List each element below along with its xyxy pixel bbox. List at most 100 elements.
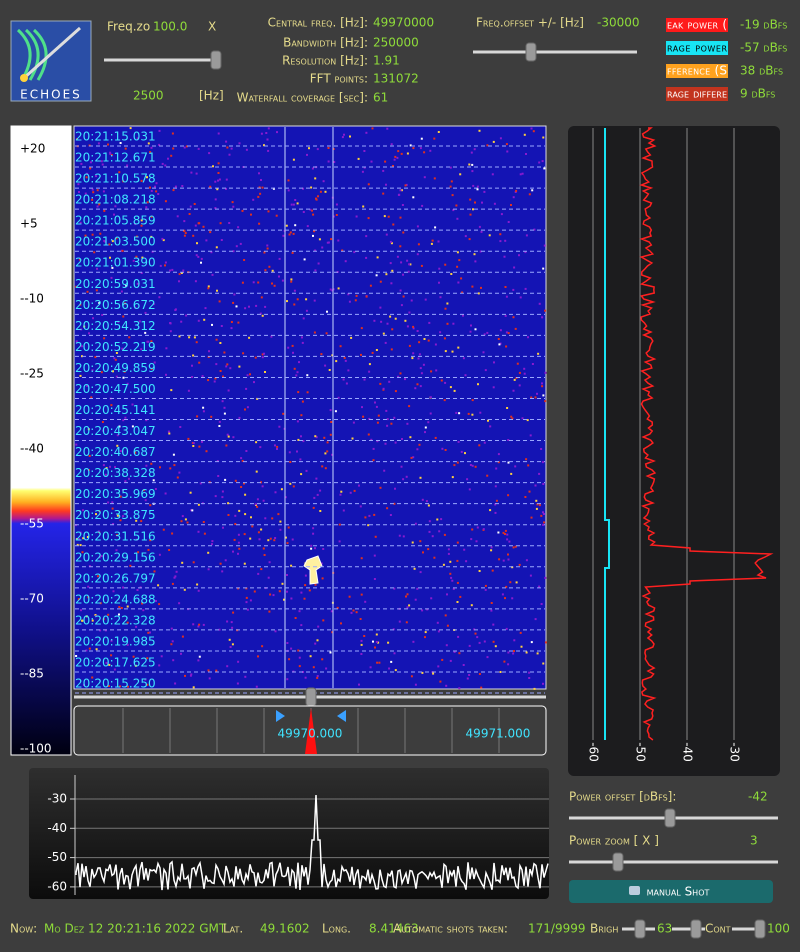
contrast-slider-thumb[interactable] bbox=[690, 919, 702, 939]
freq-zoom-slider-thumb[interactable] bbox=[210, 50, 222, 70]
waterfall-pixel bbox=[306, 391, 309, 394]
contrast-slider-2-thumb[interactable] bbox=[754, 919, 766, 939]
brightness-slider-thumb[interactable] bbox=[634, 919, 646, 939]
waterfall-pixel bbox=[246, 374, 249, 377]
waterfall-pixel bbox=[430, 242, 433, 245]
waterfall-pixel bbox=[470, 151, 473, 154]
waterfall-pixel bbox=[256, 505, 259, 508]
waterfall-pixel bbox=[316, 493, 319, 496]
waterfall-pixel bbox=[430, 597, 433, 600]
waterfall-pixel bbox=[183, 220, 186, 223]
waterfall-pixel bbox=[241, 281, 244, 284]
waterfall-pixel bbox=[367, 217, 370, 220]
waterfall-pixel bbox=[363, 150, 366, 152]
waterfall-pixel bbox=[486, 144, 489, 147]
waterfall-pixel bbox=[486, 656, 489, 659]
waterfall-pixel bbox=[468, 488, 471, 491]
freq-label: 49970.000 bbox=[278, 727, 343, 741]
waterfall-pixel bbox=[433, 177, 436, 180]
waterfall-pixel bbox=[355, 294, 358, 297]
waterfall-pixel bbox=[542, 511, 544, 514]
waterfall-slider-thumb[interactable] bbox=[305, 687, 317, 707]
waterfall-pixel bbox=[90, 396, 93, 399]
waterfall-pixel bbox=[365, 256, 368, 259]
waterfall-pixel bbox=[456, 217, 459, 220]
average-trace bbox=[604, 128, 610, 740]
waterfall-pixel bbox=[376, 440, 379, 443]
waterfall-pixel bbox=[428, 520, 431, 523]
waterfall-pixel bbox=[298, 656, 301, 659]
waterfall-pixel bbox=[390, 282, 393, 285]
waterfall-pixel bbox=[208, 350, 210, 353]
waterfall-pixel bbox=[157, 584, 160, 587]
status-bright: 63 bbox=[657, 922, 672, 936]
waterfall-pixel bbox=[103, 337, 106, 340]
waterfall-pixel bbox=[296, 202, 299, 205]
waterfall-pixel bbox=[151, 250, 154, 253]
waterfall-pixel bbox=[232, 205, 235, 208]
waterfall-pixel bbox=[131, 403, 134, 406]
waterfall-pixel bbox=[222, 375, 224, 378]
waterfall-pixel bbox=[95, 513, 97, 516]
waterfall-pixel bbox=[128, 336, 131, 339]
waterfall-pixel bbox=[197, 255, 200, 258]
waterfall-pixel bbox=[312, 527, 315, 530]
waterfall-pixel bbox=[542, 662, 545, 665]
waterfall-pixel bbox=[100, 371, 103, 374]
timestamp: 20:21:10.578 bbox=[75, 172, 156, 186]
waterfall-pixel bbox=[410, 456, 413, 459]
waterfall-pixel bbox=[504, 529, 507, 532]
waterfall-pixel bbox=[400, 465, 403, 468]
waterfall-pixel bbox=[76, 543, 79, 546]
waterfall-pixel bbox=[495, 499, 498, 502]
waterfall-pixel bbox=[463, 548, 466, 551]
waterfall-pixel bbox=[293, 303, 296, 306]
waterfall-pixel bbox=[88, 454, 91, 457]
manual-shot-button[interactable] bbox=[569, 880, 773, 903]
waterfall-pixel bbox=[207, 287, 210, 290]
waterfall-pixel bbox=[80, 328, 83, 331]
waterfall-pixel bbox=[317, 625, 320, 628]
waterfall-pixel bbox=[136, 589, 139, 591]
waterfall-pixel bbox=[214, 377, 217, 380]
waterfall-pixel bbox=[393, 652, 396, 655]
waterfall-pixel bbox=[542, 394, 545, 397]
waterfall-pixel bbox=[78, 510, 81, 513]
freq-offset-slider-thumb[interactable] bbox=[525, 42, 537, 62]
waterfall-pixel bbox=[217, 162, 220, 165]
waterfall-pixel bbox=[245, 148, 248, 151]
waterfall-pixel bbox=[406, 606, 409, 609]
waterfall-pixel bbox=[146, 657, 149, 660]
waterfall-pixel bbox=[435, 369, 438, 372]
waterfall-pixel bbox=[202, 406, 205, 409]
freq-cursor bbox=[305, 708, 317, 754]
waterfall-pixel bbox=[513, 378, 516, 381]
waterfall-pixel bbox=[414, 683, 417, 686]
waterfall-pixel bbox=[251, 525, 254, 528]
waterfall-pixel bbox=[507, 558, 510, 561]
waterfall-pixel bbox=[513, 650, 515, 653]
waterfall-pixel bbox=[301, 341, 304, 344]
waterfall-pixel bbox=[150, 215, 153, 218]
waterfall-pixel bbox=[300, 591, 303, 594]
waterfall-pixel bbox=[152, 303, 155, 306]
waterfall-pixel bbox=[326, 441, 329, 444]
waterfall-pixel bbox=[525, 651, 528, 654]
waterfall-pixel bbox=[111, 501, 114, 504]
waterfall-pixel bbox=[146, 176, 148, 179]
waterfall-pixel bbox=[165, 347, 168, 350]
waterfall-pixel bbox=[280, 488, 283, 491]
camera-icon bbox=[629, 886, 640, 895]
waterfall-pixel bbox=[382, 192, 385, 195]
waterfall-pixel bbox=[507, 439, 510, 441]
waterfall-pixel bbox=[437, 630, 440, 633]
waterfall-pixel bbox=[195, 172, 198, 175]
waterfall-pixel bbox=[179, 426, 182, 428]
power-offset-slider-thumb[interactable] bbox=[664, 808, 676, 828]
waterfall-pixel bbox=[149, 504, 152, 507]
waterfall-pixel bbox=[521, 417, 524, 420]
waterfall-pixel bbox=[267, 210, 270, 213]
power-zoom-slider-thumb[interactable] bbox=[612, 852, 624, 872]
waterfall-pixel bbox=[512, 288, 515, 291]
